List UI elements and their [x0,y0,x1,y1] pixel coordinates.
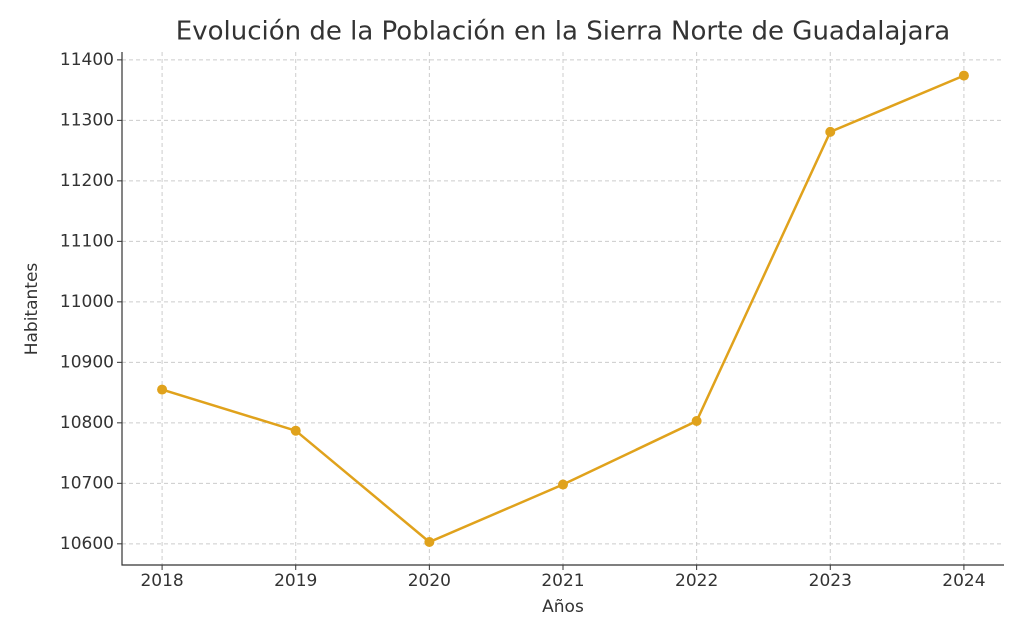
x-tick-label: 2024 [942,571,985,591]
y-tick-label: 11000 [60,292,114,312]
x-tick-label: 2022 [675,571,718,591]
y-tick-label: 11100 [60,231,114,251]
x-tick-label: 2023 [809,571,852,591]
x-tick-label: 2021 [541,571,584,591]
y-tick-label: 11400 [60,50,114,70]
point [958,70,969,81]
x-tick-label: 2019 [274,571,317,591]
x-tick-label: 2018 [140,571,183,591]
y-tick-label: 10900 [60,352,114,372]
point [691,416,702,427]
point [424,537,435,548]
axes [121,52,1004,566]
y-axis-label: Habitantes [22,263,42,356]
point [558,479,568,490]
x-axis-label: Años [542,597,584,617]
y-tick-label: 11300 [60,110,114,130]
chart-title: Evolución de la Población en la Sierra N… [176,17,950,47]
y-tick-label: 10600 [60,534,114,554]
point [825,126,836,137]
x-tick-label: 2020 [408,571,451,591]
y-tick-label: 10800 [60,413,114,433]
y-tick-label: 10700 [60,473,114,493]
point [157,384,168,395]
point [290,425,301,436]
y-tick-label: 11200 [60,171,114,191]
